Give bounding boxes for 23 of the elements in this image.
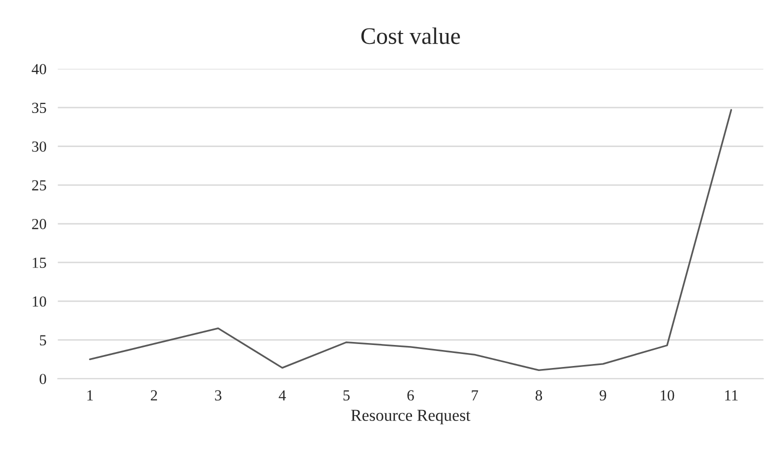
x-tick-label: 8 xyxy=(536,390,542,401)
line-series xyxy=(89,109,732,371)
y-tick-label: 15 xyxy=(32,258,46,268)
x-tick-label: 4 xyxy=(278,390,286,400)
y-tick-label: 20 xyxy=(32,218,46,230)
x-tick-label: 5 xyxy=(343,390,350,401)
x-axis-title: Resource Request xyxy=(351,410,470,424)
y-tick-label: 35 xyxy=(32,102,46,114)
x-tick-label: 3 xyxy=(215,390,222,401)
y-tick-label: 30 xyxy=(32,141,46,152)
y-tick-label: 40 xyxy=(32,64,46,74)
x-tick-label: 1 xyxy=(87,390,93,400)
x-tick-label: 11 xyxy=(725,390,738,400)
chart-title: Cost value xyxy=(361,27,460,44)
x-tick-label: 2 xyxy=(150,390,157,400)
y-tick-label: 5 xyxy=(40,335,46,346)
y-tick-label: 10 xyxy=(32,296,46,307)
x-tick-label: 7 xyxy=(472,390,478,400)
x-tick-label: 9 xyxy=(600,390,606,401)
y-tick-label: 0 xyxy=(40,374,46,384)
x-tick-label: 6 xyxy=(407,390,414,401)
y-tick-label: 25 xyxy=(32,180,46,190)
x-tick-label: 10 xyxy=(660,390,674,401)
